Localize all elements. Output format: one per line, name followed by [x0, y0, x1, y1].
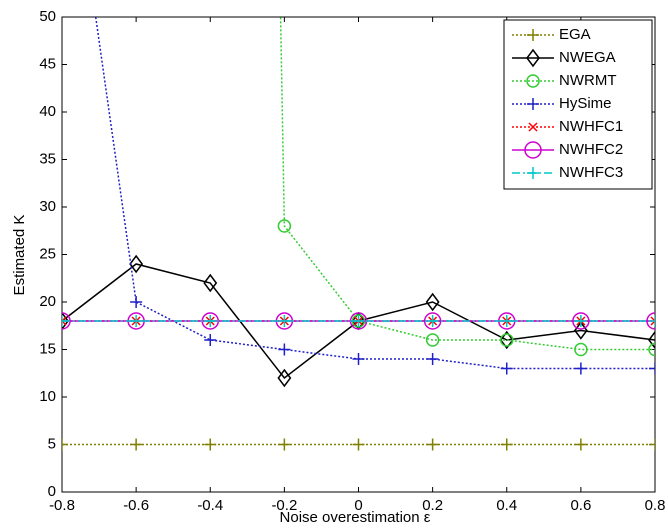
marker	[649, 315, 655, 327]
marker	[130, 315, 143, 327]
legend-marker	[527, 29, 539, 41]
x-tick-label: -0.4	[197, 497, 223, 514]
y-tick-label: 10	[39, 388, 56, 405]
legend-label: NWHFC2	[559, 141, 623, 158]
marker	[204, 438, 217, 451]
y-tick-label: 20	[39, 293, 56, 310]
x-axis-label: Noise overestimation ε	[280, 509, 431, 526]
marker	[130, 296, 143, 308]
y-tick-label: 35	[39, 150, 56, 167]
legend-label: NWHFC3	[559, 164, 623, 181]
y-tick-label: 15	[39, 340, 56, 357]
legend-marker	[527, 167, 539, 179]
marker	[648, 342, 655, 357]
marker	[649, 362, 655, 375]
marker	[574, 342, 588, 357]
marker	[352, 315, 365, 327]
marker	[203, 273, 218, 293]
x-tick-label: 0.4	[496, 497, 517, 514]
marker	[204, 315, 217, 327]
y-tick-label: 40	[39, 103, 56, 120]
marker	[426, 353, 439, 365]
y-axis-label: Estimated K	[11, 215, 28, 296]
marker	[574, 362, 587, 375]
marker	[425, 333, 440, 347]
legend-marker	[526, 48, 540, 68]
x-tick-label: -0.8	[49, 497, 75, 514]
x-tick-label: 0.8	[645, 497, 666, 514]
legend-label: NWHFC1	[559, 118, 623, 135]
marker	[500, 438, 513, 451]
marker	[62, 315, 68, 327]
marker	[572, 312, 590, 330]
marker	[278, 315, 291, 327]
y-tick-label: 5	[48, 435, 56, 452]
y-tick-label: 45	[39, 55, 56, 72]
x-tick-label: 0.2	[422, 497, 443, 514]
legend-marker	[524, 141, 542, 159]
marker	[425, 292, 440, 312]
legend-label: NWRMT	[559, 72, 616, 89]
marker	[500, 362, 513, 375]
marker	[130, 438, 143, 451]
marker	[278, 438, 291, 451]
y-tick-label: 0	[48, 483, 56, 500]
x-tick-label: 0	[354, 497, 362, 514]
marker	[426, 315, 439, 327]
marker	[62, 311, 69, 331]
marker	[650, 316, 655, 326]
x-tick-label: -0.6	[123, 497, 149, 514]
marker	[648, 330, 655, 350]
y-tick-label: 25	[39, 245, 56, 262]
marker	[646, 312, 655, 330]
series-line	[279, 17, 655, 351]
marker	[500, 333, 514, 347]
legend-marker	[528, 122, 538, 132]
marker	[500, 315, 513, 327]
marker	[278, 343, 291, 356]
marker	[204, 334, 217, 346]
marker	[423, 312, 442, 330]
y-tick-label: 50	[39, 8, 56, 25]
marker	[62, 438, 68, 451]
plot-lines	[62, 17, 655, 451]
legend-label: EGA	[559, 26, 591, 43]
marker	[574, 438, 587, 451]
legend-label: NWEGA	[559, 49, 616, 66]
marker	[129, 254, 144, 274]
marker	[649, 438, 655, 451]
marker	[352, 353, 365, 365]
marker	[277, 368, 292, 388]
marker	[574, 315, 587, 327]
legend-marker	[526, 74, 540, 88]
legend-marker	[527, 98, 539, 110]
marker	[277, 219, 292, 233]
legend-label: HySime	[559, 95, 612, 112]
marker	[426, 438, 439, 451]
marker	[352, 438, 365, 451]
marker	[62, 316, 67, 326]
x-tick-label: 0.6	[570, 497, 591, 514]
marker	[499, 330, 514, 350]
x-tick-label: -0.2	[271, 497, 297, 514]
y-tick-label: 30	[39, 198, 56, 215]
